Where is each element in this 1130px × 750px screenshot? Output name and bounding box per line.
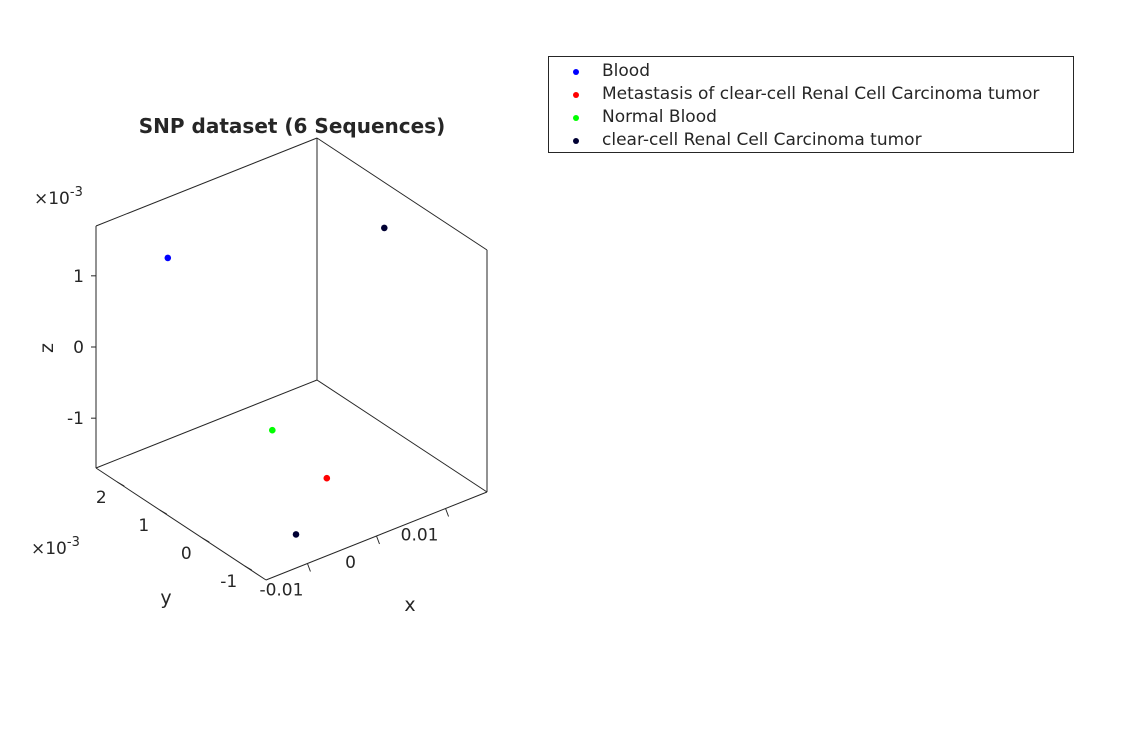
y-tick-mark bbox=[159, 509, 167, 515]
legend-item-ccrcc-tumor: clear-cell Renal Cell Carcinoma tumor bbox=[549, 129, 1073, 152]
x-axis-label: x bbox=[404, 594, 415, 616]
axis-ticks: -0.01 0 0.01 -1 0 1 2 -1 0 1 bbox=[67, 267, 450, 601]
z-tick-label: -1 bbox=[67, 409, 84, 429]
y-tick-label: 1 bbox=[138, 516, 149, 536]
box-edge bbox=[95, 467, 267, 581]
y-tick-mark bbox=[117, 481, 125, 487]
y-exponent-power: -3 bbox=[67, 535, 80, 550]
y-tick-mark bbox=[202, 537, 210, 543]
legend: Blood Metastasis of clear-cell Renal Cel… bbox=[548, 56, 1074, 153]
x-tick-label: 0 bbox=[345, 553, 356, 573]
axes-box bbox=[95, 137, 488, 581]
box-edge bbox=[316, 379, 488, 493]
y-tick-label: 0 bbox=[181, 544, 192, 564]
legend-marker-icon bbox=[573, 138, 579, 144]
legend-label: clear-cell Renal Cell Carcinoma tumor bbox=[602, 130, 922, 150]
y-exponent-label: ×10-3 bbox=[31, 535, 80, 559]
y-axis-label: y bbox=[160, 587, 171, 609]
x-tick-mark bbox=[376, 535, 380, 545]
data-point bbox=[381, 224, 388, 232]
legend-item-blood: Blood bbox=[549, 60, 1073, 83]
z-tick-label: 0 bbox=[73, 338, 84, 358]
data-points bbox=[164, 224, 388, 538]
chart-title: SNP dataset (6 Sequences) bbox=[139, 114, 445, 138]
z-tick-label: 1 bbox=[73, 267, 84, 287]
data-point bbox=[164, 254, 172, 262]
x-tick-mark bbox=[306, 563, 311, 572]
y-tick-label: 2 bbox=[96, 488, 107, 508]
legend-item-normal-blood: Normal Blood bbox=[549, 106, 1073, 129]
x-tick-label: -0.01 bbox=[259, 581, 303, 601]
legend-label: Normal Blood bbox=[602, 107, 717, 127]
box-edge bbox=[95, 379, 318, 469]
y-exponent-base: ×10 bbox=[31, 539, 67, 559]
legend-marker-icon bbox=[573, 69, 579, 75]
legend-marker-icon bbox=[573, 92, 579, 98]
legend-item-metastasis: Metastasis of clear-cell Renal Cell Carc… bbox=[549, 83, 1073, 106]
z-exponent-power: -3 bbox=[70, 185, 83, 200]
data-point bbox=[323, 474, 331, 482]
y-tick-mark bbox=[244, 565, 252, 571]
z-exponent-base: ×10 bbox=[34, 189, 70, 209]
data-point bbox=[269, 426, 276, 434]
legend-label: Blood bbox=[602, 61, 650, 81]
legend-label: Metastasis of clear-cell Renal Cell Carc… bbox=[602, 84, 1040, 104]
z-exponent-label: ×10-3 bbox=[34, 185, 83, 209]
y-tick-label: -1 bbox=[220, 572, 237, 592]
legend-marker-icon bbox=[573, 115, 579, 121]
box-edge bbox=[316, 137, 488, 251]
data-point bbox=[292, 531, 300, 538]
x-tick-label: 0.01 bbox=[401, 526, 439, 546]
x-tick-mark bbox=[445, 508, 450, 517]
z-axis-label: z bbox=[36, 343, 58, 353]
box-edge bbox=[95, 137, 318, 227]
